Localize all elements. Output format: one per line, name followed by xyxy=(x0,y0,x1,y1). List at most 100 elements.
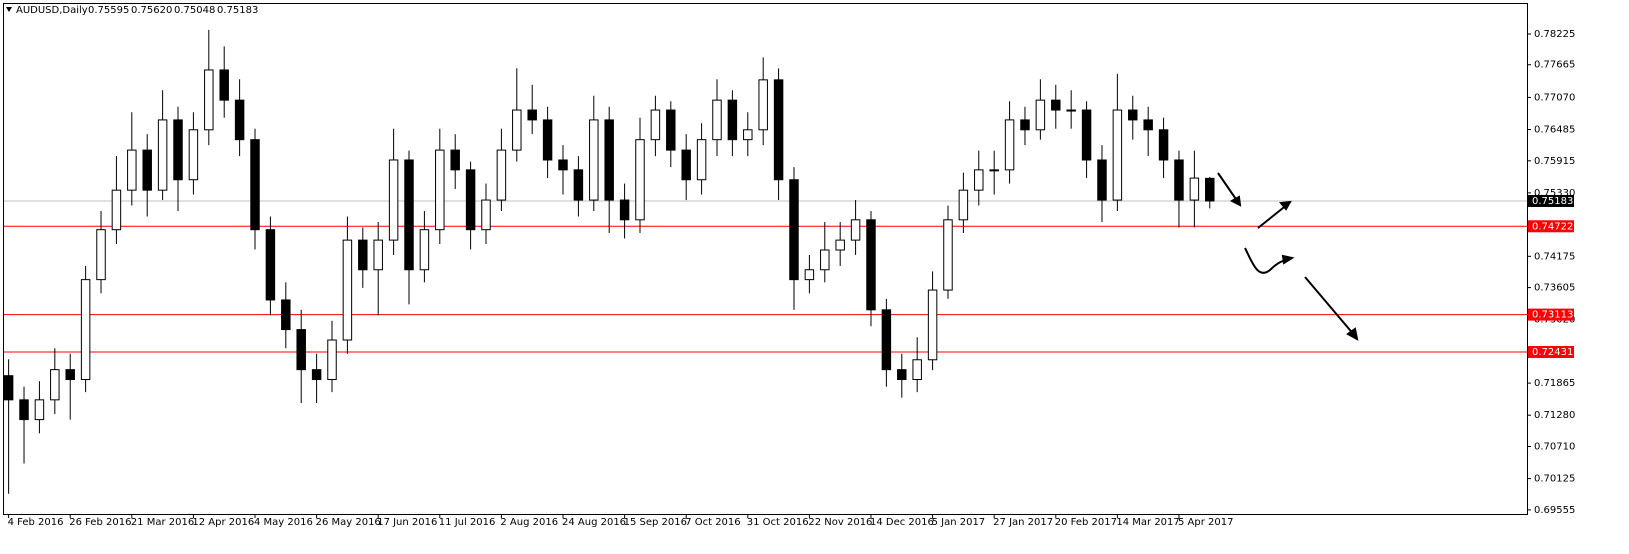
x-tick-label: 14 Mar 2017 xyxy=(1116,517,1179,528)
candle-body xyxy=(80,279,91,381)
candle-body xyxy=(342,239,353,341)
candle-body xyxy=(866,219,876,311)
header-high: 0.75620 xyxy=(131,5,172,16)
candle-body xyxy=(450,149,460,171)
candle-body xyxy=(696,139,707,181)
candle-body xyxy=(558,159,568,171)
candle-body xyxy=(974,169,984,191)
candle-body xyxy=(912,359,922,381)
x-tick-label: 26 May 2016 xyxy=(316,517,381,528)
level-label-box xyxy=(1528,308,1574,321)
candle-body xyxy=(250,139,260,231)
annotation-arrows xyxy=(1217,172,1359,341)
x-tick-label: 5 Jan 2017 xyxy=(932,517,986,528)
arrow-head xyxy=(1281,254,1295,265)
x-tick-label: 21 Mar 2016 xyxy=(131,517,194,528)
candle-body xyxy=(527,109,537,121)
candle-body xyxy=(358,239,368,271)
candle-body xyxy=(635,139,645,221)
candle-body xyxy=(1174,159,1184,201)
candle-body xyxy=(1066,109,1076,112)
candle-body xyxy=(1112,109,1123,201)
candle-body xyxy=(820,249,830,271)
candle-body xyxy=(512,109,522,151)
candle-body xyxy=(327,339,337,381)
level-label-box xyxy=(1528,194,1574,207)
candle-body xyxy=(465,169,476,231)
level-label: 0.75183 xyxy=(1532,196,1573,207)
y-tick-label: 0.73605 xyxy=(1534,283,1575,294)
candle-body xyxy=(373,239,383,271)
candle-body xyxy=(712,99,722,141)
candle-body xyxy=(619,199,630,221)
candle-body xyxy=(804,269,815,281)
x-tick-label: 7 Oct 2016 xyxy=(685,517,740,528)
candle-body xyxy=(219,69,229,101)
candle-body xyxy=(1020,119,1030,131)
y-tick-label: 0.75330 xyxy=(1534,188,1575,199)
candle-body xyxy=(666,109,676,151)
candle-body xyxy=(727,99,738,141)
y-tick-label: 0.77070 xyxy=(1534,92,1575,103)
candle-body xyxy=(388,159,399,241)
candle-body xyxy=(65,369,75,381)
x-tick-label: 17 Jun 2016 xyxy=(377,517,437,528)
level-label: 0.74722 xyxy=(1532,221,1573,232)
candle-body xyxy=(604,119,614,201)
candle-body xyxy=(435,149,445,231)
candle-body xyxy=(204,69,214,131)
x-tick-label: 12 Apr 2016 xyxy=(192,517,254,528)
candle-body xyxy=(419,229,430,271)
level-label-box xyxy=(1528,346,1574,359)
candle-body xyxy=(943,219,953,291)
candle-body xyxy=(1158,129,1169,161)
candle-body xyxy=(881,309,892,371)
x-tick-label: 24 Aug 2016 xyxy=(562,517,626,528)
candle-body xyxy=(773,79,784,181)
x-tick-label: 14 Dec 2016 xyxy=(870,517,934,528)
plot-frame xyxy=(3,3,1528,515)
candle-body xyxy=(835,239,845,251)
x-tick-label: 22 Nov 2016 xyxy=(808,517,872,528)
candle-body xyxy=(1189,177,1200,201)
x-tick-label: 4 May 2016 xyxy=(254,517,313,528)
candle-body xyxy=(542,119,553,161)
candle-body xyxy=(127,149,137,191)
y-tick-label: 0.70710 xyxy=(1534,441,1575,452)
y-tick-label: 0.71280 xyxy=(1534,410,1575,421)
level-label: 0.73113 xyxy=(1532,310,1573,321)
candle-body xyxy=(19,399,29,421)
candle-body xyxy=(1051,99,1061,111)
candle-body xyxy=(111,189,122,231)
candle-body xyxy=(234,99,245,141)
x-tick-label: 31 Oct 2016 xyxy=(747,517,809,528)
candle-body xyxy=(1004,119,1015,171)
level-label-box xyxy=(1528,220,1574,233)
y-tick-label: 0.74175 xyxy=(1534,251,1575,262)
header-icon xyxy=(6,7,12,12)
level-label: 0.72431 xyxy=(1532,347,1573,358)
y-tick-label: 0.76485 xyxy=(1534,125,1575,136)
candle-body xyxy=(1143,119,1153,131)
x-tick-label: 15 Sep 2016 xyxy=(624,517,687,528)
candle-body xyxy=(1035,99,1046,131)
candle-body xyxy=(989,169,999,172)
x-tick-label: 20 Feb 2017 xyxy=(1055,517,1117,528)
x-tick-label: 5 Apr 2017 xyxy=(1178,517,1233,528)
candle-body xyxy=(3,375,14,401)
candle-body xyxy=(850,219,861,241)
x-tick-label: 27 Jan 2017 xyxy=(993,517,1053,528)
arrow-head xyxy=(1346,327,1359,341)
candle-body xyxy=(589,119,599,201)
candle-body xyxy=(265,229,276,301)
candle-body xyxy=(496,149,507,201)
candle-body xyxy=(34,399,45,421)
arrow-head xyxy=(1229,195,1242,207)
arrow xyxy=(1304,276,1356,337)
candle-body xyxy=(188,129,199,181)
x-tick-label: 26 Feb 2016 xyxy=(69,517,131,528)
candle-body xyxy=(481,199,491,231)
candle-body xyxy=(789,179,799,281)
